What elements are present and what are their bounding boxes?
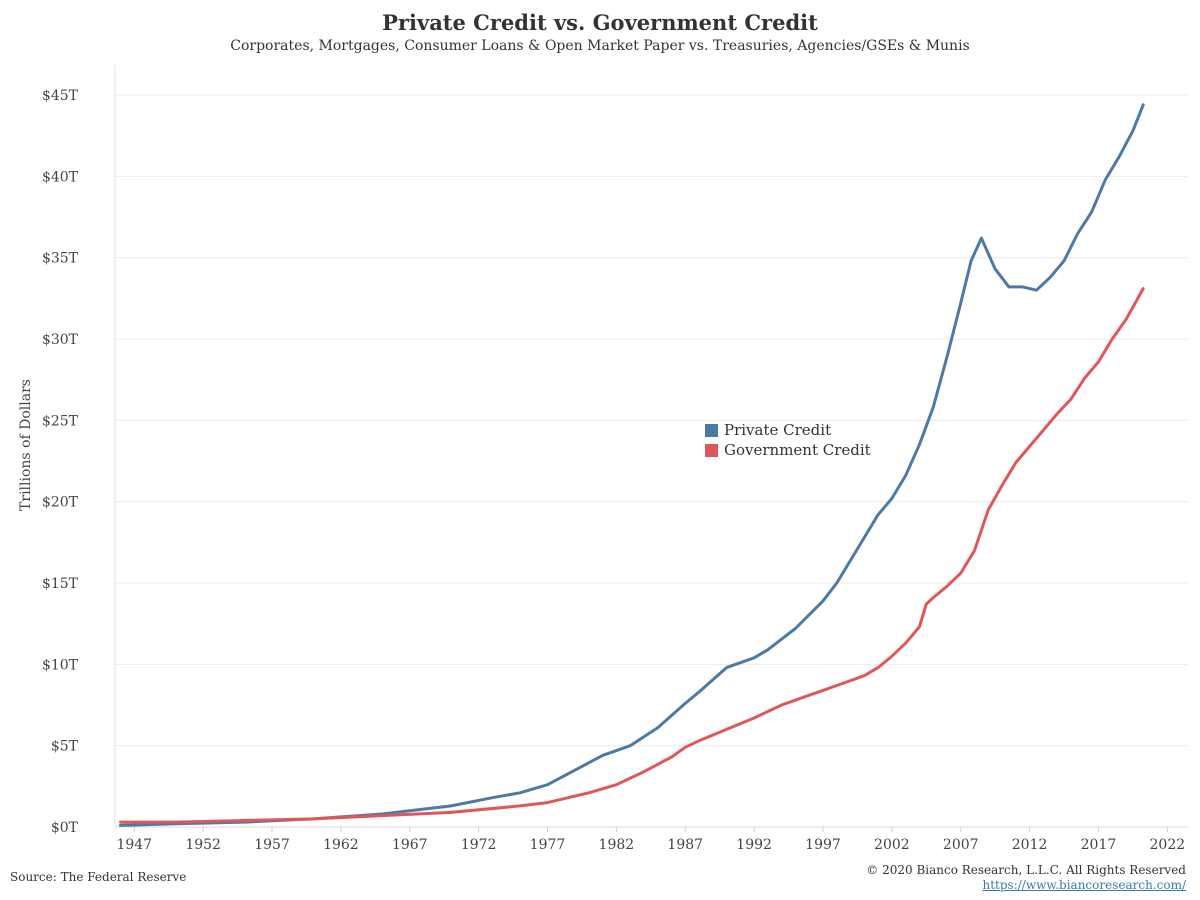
series-lines: [119, 103, 1145, 827]
x-tick-label: 2007: [943, 837, 979, 853]
series-line-private-credit: [119, 103, 1145, 827]
x-tick-label: 1957: [254, 837, 290, 853]
series-line-government-credit: [119, 287, 1145, 824]
x-tick-label: 1987: [667, 837, 703, 853]
website-link[interactable]: https://www.biancoresearch.com/: [982, 878, 1186, 892]
y-axis-ticks: $0T $5T $10T $15T $20T $25T $30T $35T $40T $45T: [42, 88, 79, 836]
y-tick-label: $20T: [42, 495, 79, 511]
legend-label-private-credit: Private Credit: [724, 421, 832, 439]
x-tick-label: 1977: [530, 837, 566, 853]
y-tick-label: $40T: [42, 169, 79, 185]
x-tick-label: 1952: [185, 837, 221, 853]
gridlines: [114, 65, 1188, 828]
source-note: Source: The Federal Reserve: [10, 870, 187, 884]
y-tick-label: $35T: [42, 251, 79, 267]
y-tick-label: $10T: [42, 657, 79, 673]
x-tick-label: 1972: [461, 837, 497, 853]
x-axis-ticks: 1947 1952 1957 1962 1967 1972 1977 1982 1987 1992…: [116, 827, 1185, 853]
x-tick-label: 1997: [805, 837, 841, 853]
chart-subtitle: Corporates, Mortgages, Consumer Loans & …: [230, 38, 970, 54]
x-tick-label: 2017: [1081, 837, 1117, 853]
copyright-note: © 2020 Bianco Research, L.L.C. All Right…: [866, 863, 1186, 877]
legend-swatch-private-credit: [705, 423, 718, 437]
x-tick-label: 1992: [736, 837, 772, 853]
x-tick-label: 1982: [599, 837, 635, 853]
x-tick-label: 2022: [1150, 837, 1186, 853]
legend-swatch-government-credit: [705, 443, 718, 457]
y-tick-label: $25T: [42, 413, 79, 429]
legend: Private Credit Government Credit: [705, 420, 871, 460]
x-tick-label: 2002: [874, 837, 910, 853]
y-tick-label: $45T: [42, 88, 79, 104]
x-tick-label: 2012: [1012, 837, 1048, 853]
y-axis-label: Trillions of Dollars: [18, 379, 34, 511]
x-tick-label: 1967: [392, 837, 428, 853]
y-tick-label: $0T: [51, 820, 79, 836]
legend-label-government-credit: Government Credit: [724, 441, 871, 459]
y-tick-label: $5T: [51, 739, 79, 755]
x-tick-label: 1962: [323, 837, 359, 853]
legend-item-private-credit[interactable]: Private Credit: [705, 420, 871, 440]
x-tick-label: 1947: [116, 837, 152, 853]
y-tick-label: $30T: [42, 332, 79, 348]
legend-item-government-credit[interactable]: Government Credit: [705, 440, 871, 460]
chart-title: Private Credit vs. Government Credit: [382, 10, 818, 35]
y-tick-label: $15T: [42, 576, 79, 592]
